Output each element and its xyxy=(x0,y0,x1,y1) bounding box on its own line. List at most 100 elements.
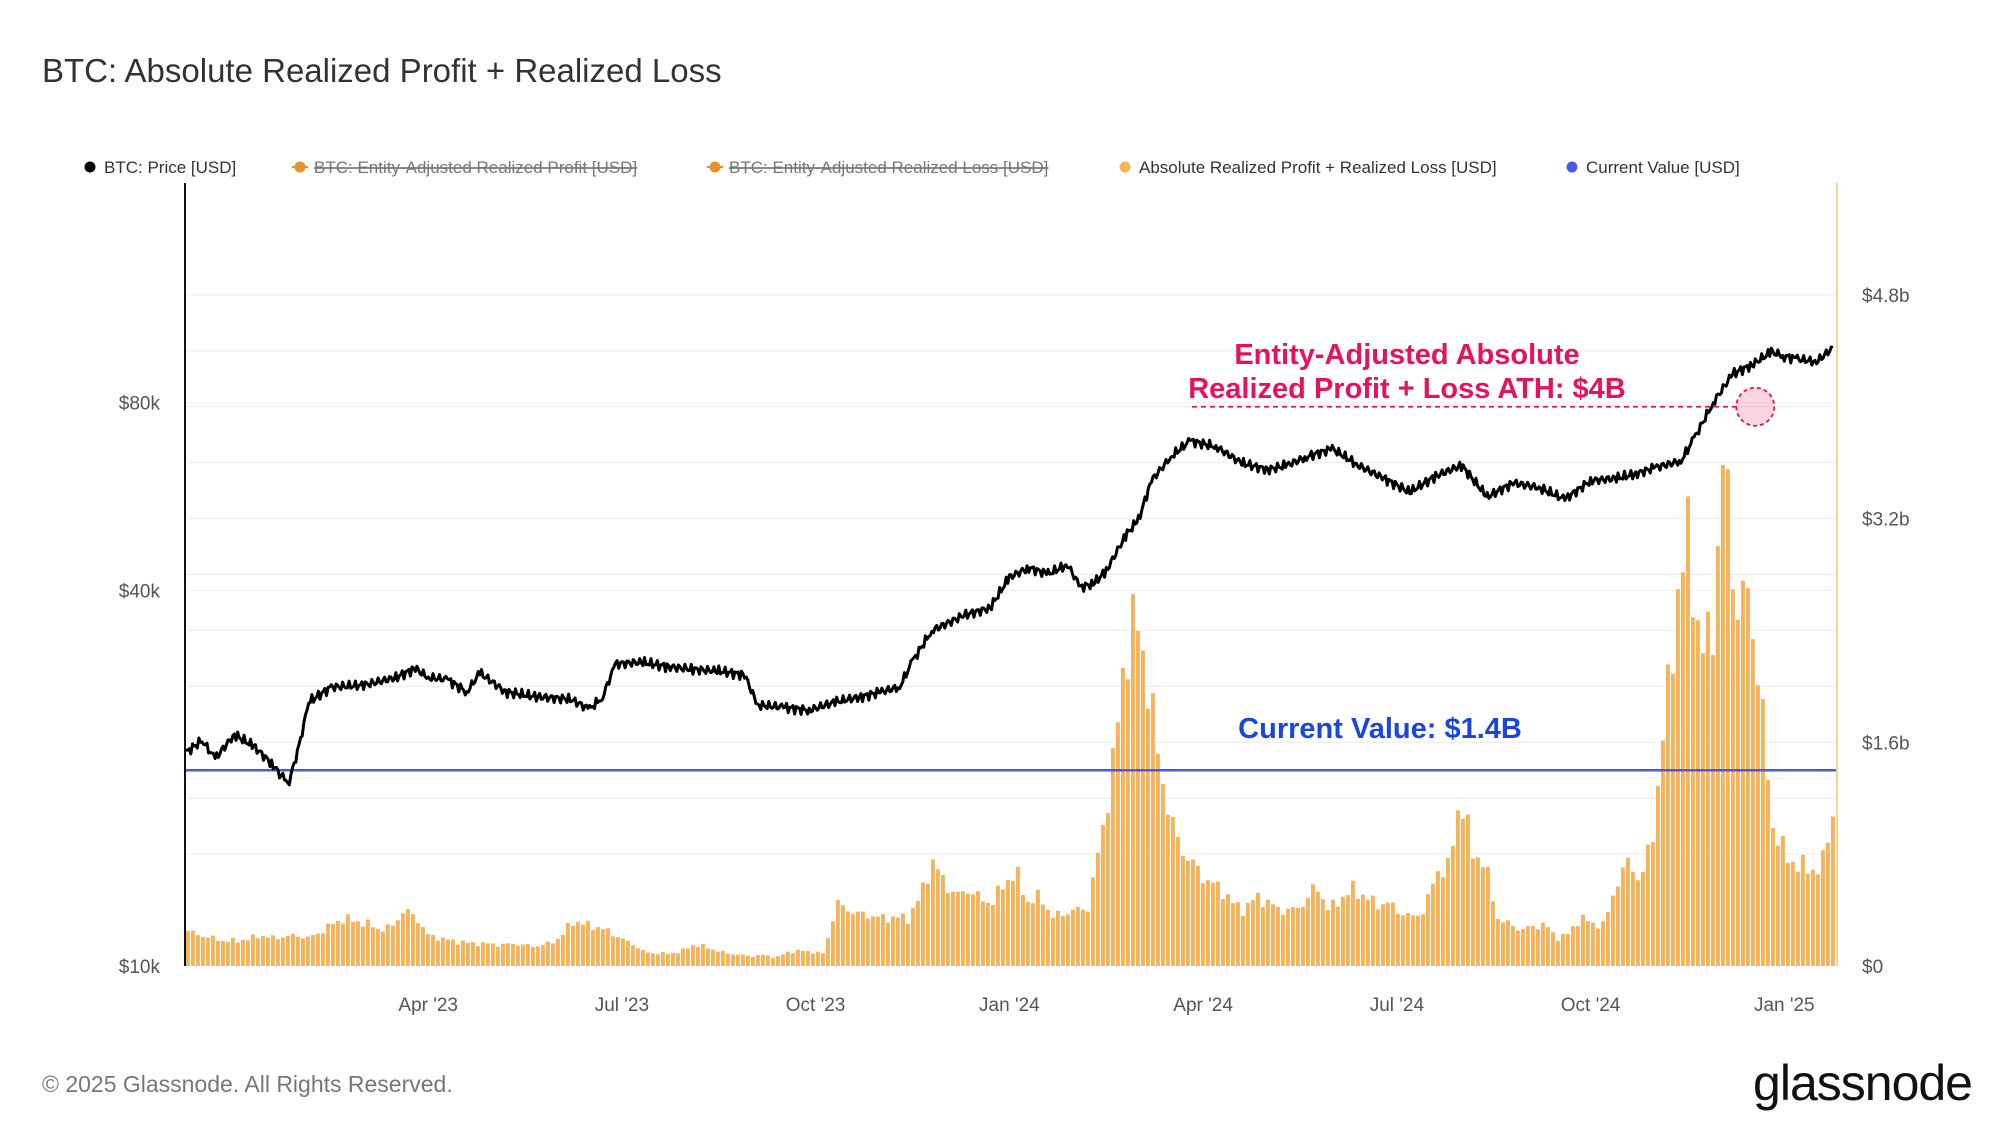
profit-loss-bar xyxy=(516,945,520,966)
profit-loss-bar xyxy=(791,953,795,966)
legend-item-4[interactable]: Current Value [USD] xyxy=(1586,158,1740,177)
profit-loss-bar xyxy=(291,933,295,966)
profit-loss-bar xyxy=(311,935,315,966)
profit-loss-bar xyxy=(851,914,855,966)
profit-loss-bar xyxy=(466,942,470,966)
profit-loss-bar xyxy=(1711,655,1715,966)
profit-loss-bar xyxy=(1181,855,1185,966)
profit-loss-bar xyxy=(531,946,535,966)
x-tick-label: Jul '24 xyxy=(1370,995,1425,1016)
profit-loss-bar xyxy=(1726,469,1730,966)
profit-loss-bar xyxy=(1581,914,1585,966)
legend-item-0[interactable]: BTC: Price [USD] xyxy=(104,158,236,177)
legend-item-1[interactable]: BTC: Entity-Adjusted Realized Profit [US… xyxy=(314,158,637,177)
profit-loss-bar xyxy=(206,937,210,966)
profit-loss-bar xyxy=(536,946,540,966)
profit-loss-bar xyxy=(1631,872,1635,966)
profit-loss-bar xyxy=(366,919,370,966)
profit-loss-bar xyxy=(241,939,245,966)
profit-loss-bar xyxy=(696,947,700,966)
x-tick-label: Apr '23 xyxy=(398,995,458,1016)
profit-loss-bar xyxy=(626,940,630,966)
profit-loss-bar xyxy=(946,893,950,966)
profit-loss-bar xyxy=(1786,862,1790,966)
profit-loss-bar xyxy=(876,916,880,966)
profit-loss-bar xyxy=(636,948,640,966)
legend-item-2[interactable]: BTC: Entity-Adjusted Realized Loss [USD] xyxy=(729,158,1048,177)
profit-loss-bar xyxy=(1721,464,1725,966)
copyright-text: © 2025 Glassnode. All Rights Reserved. xyxy=(42,1071,453,1097)
profit-loss-bar xyxy=(616,937,620,966)
profit-loss-bar xyxy=(1511,926,1515,966)
profit-loss-bar xyxy=(921,882,925,966)
profit-loss-bar xyxy=(911,908,915,966)
profit-loss-bar xyxy=(1086,911,1090,966)
profit-loss-bar xyxy=(411,914,415,966)
profit-loss-bar xyxy=(521,944,525,966)
x-tick-label: Oct '23 xyxy=(786,995,846,1016)
profit-loss-bar xyxy=(1196,865,1200,966)
profit-loss-bar xyxy=(1331,899,1335,966)
x-axis-ticks: Apr '23 Jul '23 Oct '23 Jan '24 Apr '24 Jul '… xyxy=(398,995,1814,1016)
profit-loss-bar xyxy=(1686,496,1690,966)
profit-loss-bar xyxy=(1616,886,1620,966)
profit-loss-bar xyxy=(1611,895,1615,966)
profit-loss-bar xyxy=(1276,907,1280,966)
price-line xyxy=(185,345,1834,787)
right-tick-label: $3.2b xyxy=(1862,510,1910,531)
profit-loss-bar xyxy=(1696,620,1700,966)
profit-loss-bar xyxy=(641,950,645,966)
profit-loss-bar xyxy=(1251,900,1255,966)
profit-loss-bar xyxy=(781,954,785,966)
profit-loss-bar xyxy=(986,902,990,966)
profit-loss-bar xyxy=(741,954,745,966)
price-line-group xyxy=(185,345,1834,787)
profit-loss-bar xyxy=(226,941,230,966)
profit-loss-bar xyxy=(1426,894,1430,966)
grid-lines xyxy=(186,294,1836,855)
profit-loss-bar xyxy=(1676,589,1680,966)
profit-loss-bar xyxy=(1141,650,1145,966)
profit-loss-bar xyxy=(1806,873,1810,966)
profit-loss-bar xyxy=(1056,910,1060,966)
profit-loss-bar xyxy=(1336,906,1340,966)
profit-loss-bar xyxy=(501,943,505,966)
profit-loss-bar xyxy=(961,891,965,966)
profit-loss-bar xyxy=(756,955,760,966)
profit-loss-bar xyxy=(806,951,810,966)
profit-loss-bar xyxy=(621,938,625,966)
profit-loss-bar xyxy=(796,949,800,966)
profit-loss-bar xyxy=(996,885,1000,966)
profit-loss-bar xyxy=(1306,898,1310,966)
profit-loss-bar xyxy=(1486,866,1490,966)
profit-loss-bar xyxy=(1551,932,1555,966)
profit-loss-bar xyxy=(1671,673,1675,966)
profit-loss-bar xyxy=(1531,925,1535,966)
legend-item-3[interactable]: Absolute Realized Profit + Realized Loss… xyxy=(1139,158,1497,177)
profit-loss-bar xyxy=(1491,901,1495,966)
profit-loss-bar xyxy=(1596,928,1600,966)
profit-loss-bar xyxy=(1391,902,1395,966)
current-value-label: Current Value: $1.4B xyxy=(1238,713,1522,745)
profit-loss-bar xyxy=(1661,740,1665,966)
profit-loss-bar xyxy=(276,939,280,966)
profit-loss-bar xyxy=(731,954,735,966)
left-tick-label: $40k xyxy=(119,582,161,603)
profit-loss-bar xyxy=(656,954,660,966)
profit-loss-bar xyxy=(1646,844,1650,966)
legend-dot-3 xyxy=(1119,161,1131,173)
profit-loss-bar xyxy=(1171,816,1175,966)
profit-loss-bar xyxy=(1446,857,1450,966)
profit-loss-bar xyxy=(1256,893,1260,966)
profit-loss-bar xyxy=(1556,940,1560,966)
profit-loss-bar xyxy=(456,944,460,966)
profit-loss-bar xyxy=(686,948,690,966)
profit-loss-bar xyxy=(1006,879,1010,966)
profit-loss-bar xyxy=(1011,880,1015,966)
profit-loss-bar xyxy=(1211,882,1215,966)
profit-loss-bar xyxy=(426,934,430,966)
profit-loss-bar xyxy=(511,943,515,966)
profit-loss-bar xyxy=(326,923,330,966)
profit-loss-bar xyxy=(1046,910,1050,966)
profit-loss-bar xyxy=(526,944,530,966)
